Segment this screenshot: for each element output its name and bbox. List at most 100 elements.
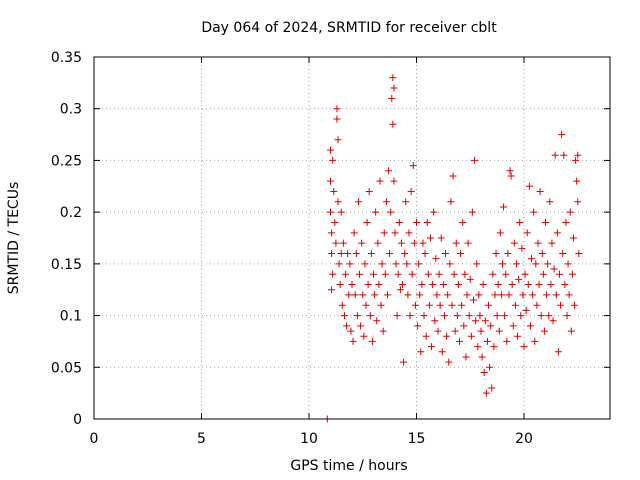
x-tick-label: 0 [90,431,99,447]
data-point [413,218,420,226]
data-point [523,229,531,237]
data-point [454,281,462,289]
y-tick-label: 0 [73,412,82,428]
data-point [444,291,452,299]
data-point [469,296,477,304]
data-point [568,270,576,278]
data-point [390,177,398,185]
data-point [382,198,390,206]
data-point [386,250,394,258]
data-point [401,250,409,258]
grid-lines [94,57,610,419]
y-tick-label: 0.15 [51,257,82,273]
data-point [342,270,350,278]
data-point [552,291,560,299]
data-point [558,131,566,139]
data-point [530,208,538,216]
data-point [397,239,405,247]
data-point [516,218,524,226]
data-point [543,291,551,299]
data-point [408,270,416,278]
data-point [363,218,371,226]
data-point [446,260,454,268]
data-point [452,239,460,247]
data-point [329,270,337,278]
data-point [521,270,529,278]
data-point [327,208,334,216]
data-point [456,337,463,345]
data-point [425,301,433,309]
data-point [354,198,362,206]
data-point [335,260,343,268]
data-point [410,239,418,247]
data-point [532,260,540,268]
data-point [478,353,486,361]
data-point [482,389,490,397]
data-point [564,260,572,268]
data-point [391,229,399,237]
data-point [542,218,549,226]
data-point [330,187,338,195]
data-point [550,265,558,273]
data-point [512,260,520,268]
data-point [404,291,412,299]
data-point [553,229,561,237]
data-point [390,84,398,92]
data-point [474,343,482,351]
data-point [343,322,351,330]
data-point [373,317,381,325]
data-point [447,198,455,206]
data-point [460,322,468,330]
data-point [510,239,518,247]
data-point [500,203,508,211]
data-point [529,291,537,299]
data-point [450,270,458,278]
x-axis-label: GPS time / hours [290,458,407,474]
data-point [574,198,582,206]
data-point [442,250,450,258]
data-point [394,270,402,278]
data-point [338,301,346,309]
data-point [566,208,574,216]
data-point [367,250,375,258]
data-point [357,322,365,330]
data-point [501,312,509,320]
y-tick-label: 0.3 [60,102,82,118]
data-point [491,291,499,299]
data-point [472,317,480,325]
data-point [560,151,568,159]
data-point [458,301,466,309]
data-point [546,198,554,206]
data-point [457,250,465,258]
data-point [514,332,522,340]
data-point [328,229,336,237]
data-point [409,162,417,170]
data-point [488,384,496,392]
data-point [565,291,573,299]
data-point [423,218,431,226]
data-point [480,368,488,376]
data-point [557,301,565,309]
data-point [528,255,536,263]
data-point [393,312,401,320]
data-point [400,358,408,366]
data-point [515,275,523,283]
data-point [526,322,534,330]
data-point [424,270,432,278]
data-point [471,156,479,164]
data-point [539,270,547,278]
data-point [378,260,386,268]
data-point [428,343,436,351]
data-point [332,239,340,247]
data-point [437,234,445,242]
data-point [508,281,516,289]
data-point [503,337,511,345]
data-point [559,250,567,258]
data-point [380,229,388,237]
data-point [403,260,411,268]
data-point [376,177,384,185]
data-point [352,250,360,258]
data-point [374,239,382,247]
chart-title: Day 064 of 2024, SRMTID for receiver cbl… [201,20,497,36]
data-point [358,239,366,247]
